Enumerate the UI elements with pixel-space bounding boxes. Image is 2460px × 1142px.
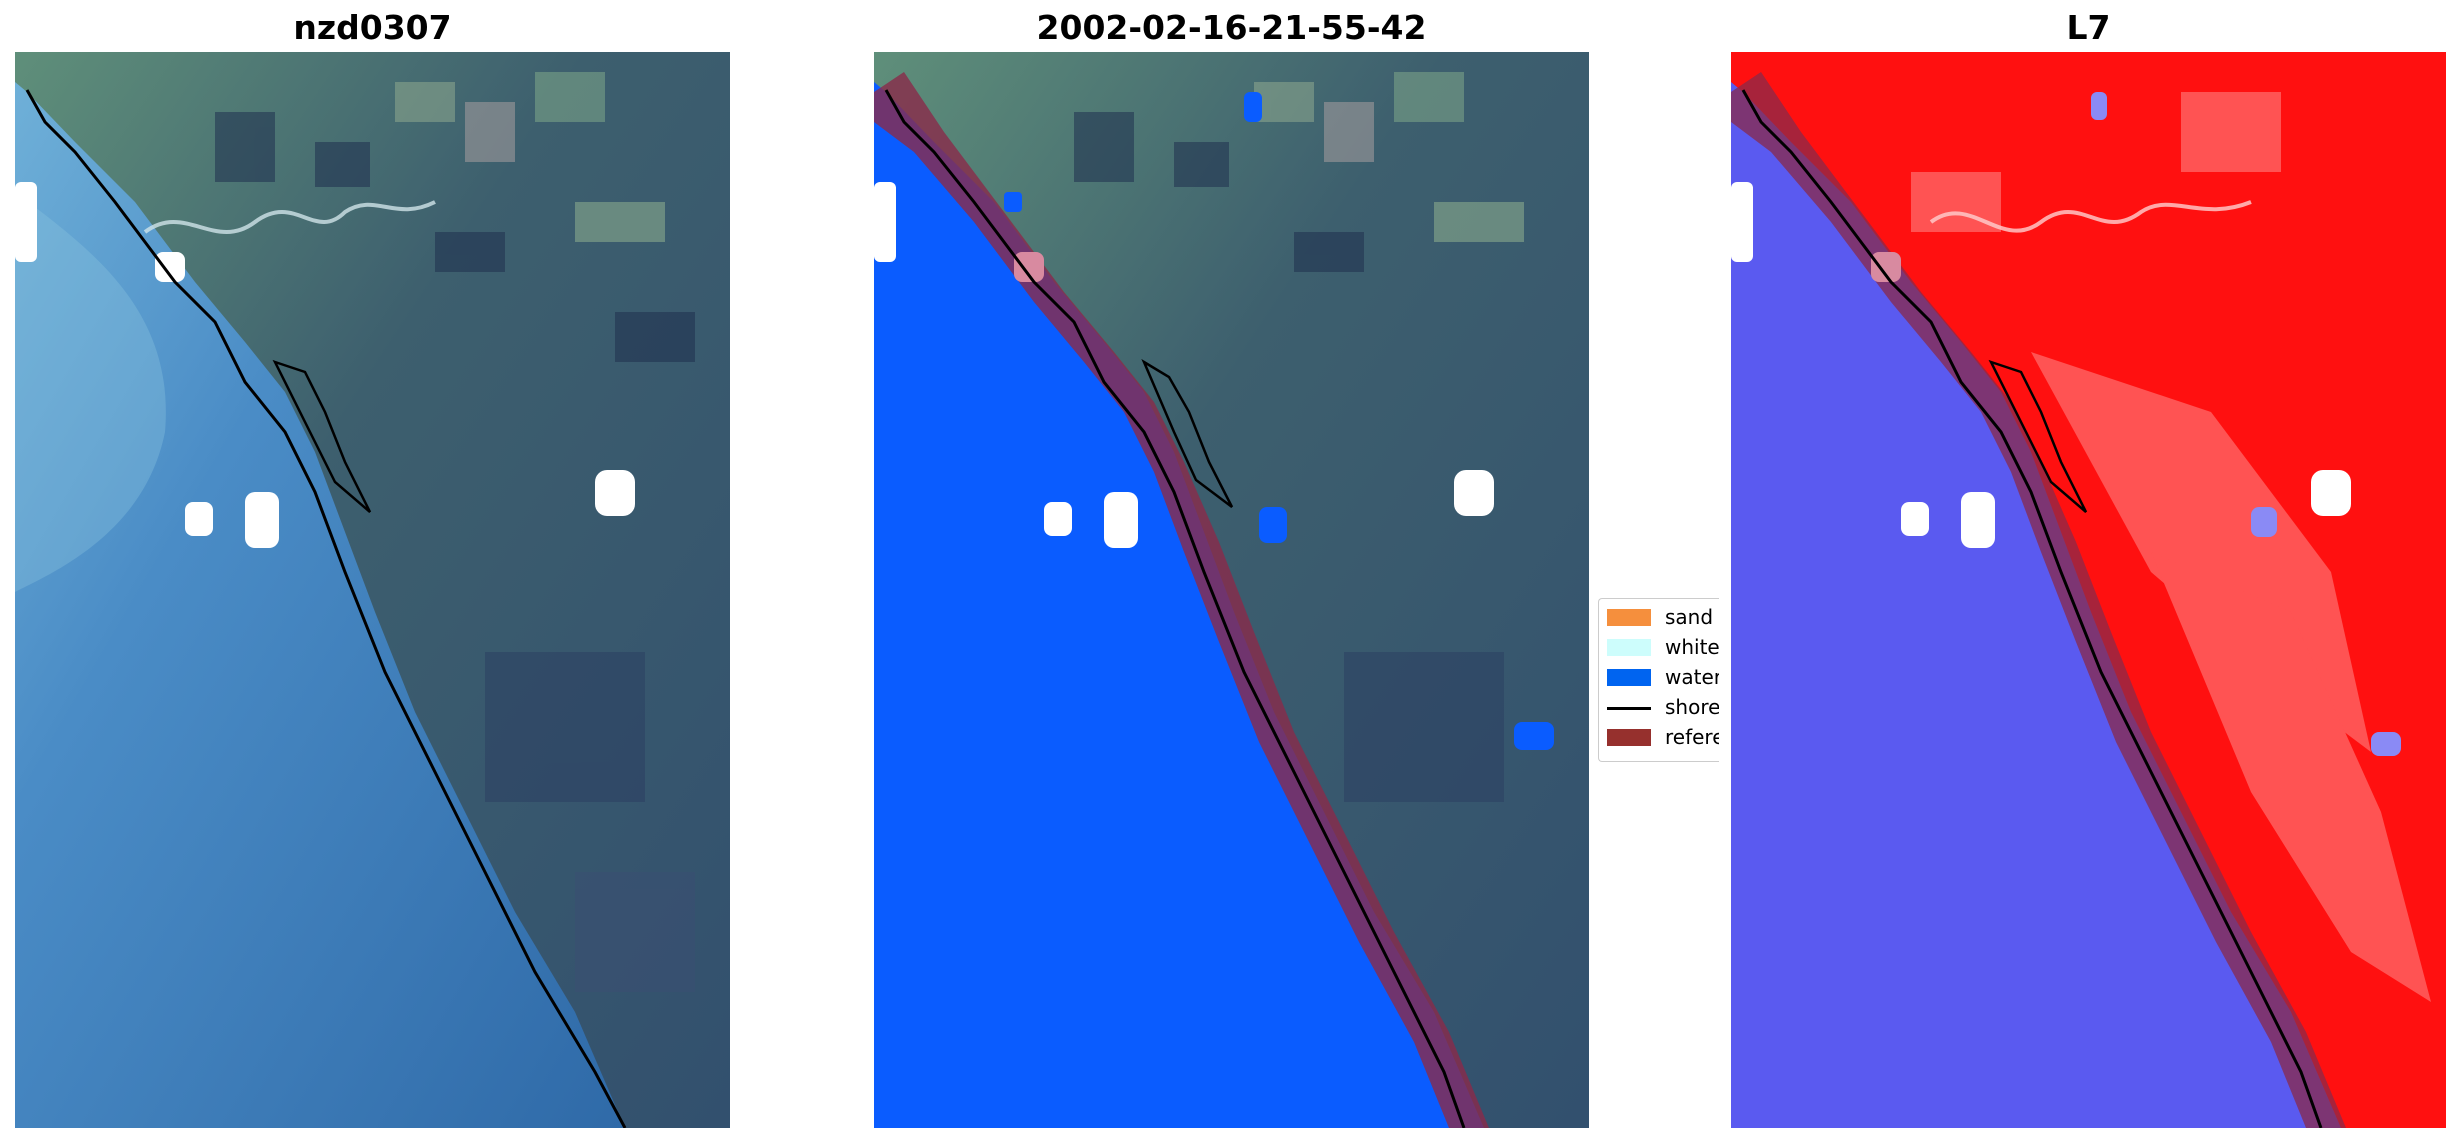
ocean-area [15, 82, 625, 1128]
field-patches [215, 72, 695, 992]
classified-image-panel [874, 52, 1589, 1128]
shoreline-line [25, 89, 627, 1128]
rgb-image [15, 52, 730, 1128]
reference-swatch [1607, 729, 1651, 746]
sand-swatch [1607, 609, 1651, 626]
panel-title-classified: 2002-02-16-21-55-42 [1036, 8, 1427, 47]
shoreline-swatch [1607, 707, 1651, 710]
panel-title-rgb: nzd0307 [293, 8, 452, 47]
legend-label-water: water [1665, 665, 1719, 689]
shoreline-line [1741, 89, 2323, 1128]
legend-item-water: water [1599, 661, 1719, 691]
legend-item-shoreline: shoreline [1599, 691, 1719, 721]
whitewater-swatch [1607, 639, 1651, 656]
index-image [1731, 52, 2446, 1128]
legend-item-sand: sand [1599, 601, 1719, 631]
legend-label-sand: sand [1665, 605, 1714, 629]
rgb-image-panel [15, 52, 730, 1128]
shoreline-line [884, 89, 1466, 1128]
water-swatch [1607, 669, 1651, 686]
reference-buffer [1731, 72, 2346, 1128]
legend-item-reference: reference [1599, 721, 1719, 751]
index-image-panel [1731, 52, 2446, 1128]
reference-buffer [874, 72, 1489, 1128]
cloud-masks [15, 182, 635, 548]
legend-label-shoreline: shoreline [1665, 695, 1719, 719]
classified-image [874, 52, 1589, 1128]
legend-label-reference: reference [1665, 725, 1719, 749]
panel-title-index: L7 [2066, 8, 2111, 47]
